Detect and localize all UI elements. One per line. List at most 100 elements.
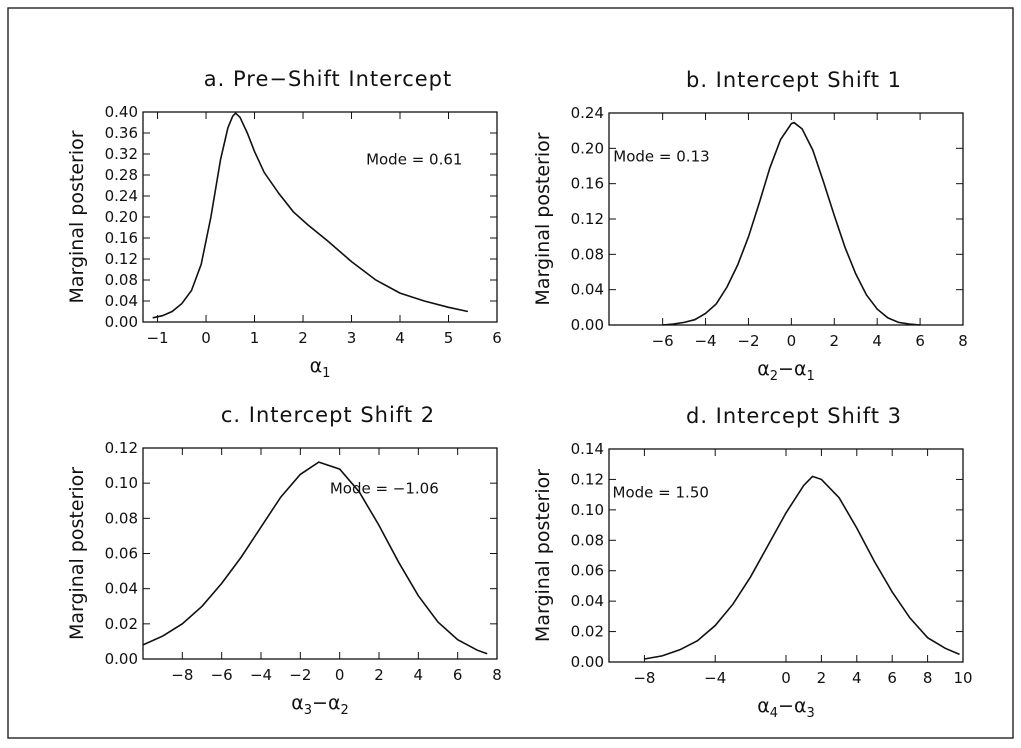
posterior-curve-0 xyxy=(644,475,960,660)
chart-panel-3: d. Intercept Shift 3 0.00 0.02 0.04 0.06 0.08… xyxy=(532,404,973,721)
y-tick-label: 0.12 xyxy=(571,470,604,488)
y-tick-label: 0.06 xyxy=(571,562,604,580)
x-axis-label-tail-subscript: 2 xyxy=(340,703,348,718)
y-tick-label: 0.40 xyxy=(105,103,138,121)
chart-title: d. Intercept Shift 3 xyxy=(686,404,902,428)
y-tick-label: 0.04 xyxy=(105,580,138,598)
x-tick-label: −4 xyxy=(694,332,716,350)
x-tick-label: 8 xyxy=(492,666,502,684)
chart-panel-1: b. Intercept Shift 1 0.00 0.04 0.08 0.12 0.16… xyxy=(532,68,968,384)
plot-frame xyxy=(608,112,964,326)
posterior-curve-0 xyxy=(662,121,921,326)
y-tick-label: 0.20 xyxy=(105,208,138,226)
y-tick-label: 0.10 xyxy=(105,474,138,492)
y-tick-label: 0.00 xyxy=(105,650,138,668)
y-tick-label: 0.08 xyxy=(571,245,604,263)
y-tick-label: 0.04 xyxy=(105,292,138,310)
x-axis-label-subscript: 4 xyxy=(770,706,778,721)
x-tick-label: 1 xyxy=(250,329,260,347)
y-tick-label: 0.28 xyxy=(105,166,138,184)
y-tick-label: 0.04 xyxy=(571,592,604,610)
x-tick-label: −6 xyxy=(211,666,233,684)
y-tick-label: 0.36 xyxy=(105,124,138,142)
x-axis-label-tail: −α xyxy=(312,692,340,714)
y-tick-label: 0.12 xyxy=(571,210,604,228)
y-tick-label: 0.12 xyxy=(105,439,138,457)
mode-annotation: Mode = 1.50 xyxy=(613,484,709,502)
y-tick-label: 0.14 xyxy=(571,440,604,458)
mode-annotation: Mode = 0.13 xyxy=(613,148,709,166)
y-tick-label: 0.16 xyxy=(571,175,604,193)
x-axis-label-symbol: α xyxy=(757,695,770,717)
x-tick-label: 10 xyxy=(953,669,972,687)
x-tick-label: 4 xyxy=(872,332,882,350)
x-axis-label-tail: −α xyxy=(778,358,806,380)
plots-container: a. Pre−Shift Intercept 0.00 0.04 0.08 0.12 0.… xyxy=(66,67,973,721)
chart-title: b. Intercept Shift 1 xyxy=(686,68,902,92)
x-tick-label: 2 xyxy=(829,332,839,350)
x-tick-label: 4 xyxy=(395,329,405,347)
y-axis-label: Marginal posterior xyxy=(66,130,88,303)
x-tick-label: 0 xyxy=(781,669,791,687)
x-tick-label: 3 xyxy=(347,329,357,347)
x-tick-label: 4 xyxy=(414,666,424,684)
x-tick-label: −6 xyxy=(652,332,674,350)
x-axis-label-subscript: 1 xyxy=(322,366,330,381)
posterior-curve-0 xyxy=(142,461,488,655)
y-axis-label: Marginal posterior xyxy=(532,469,554,642)
x-axis-label: α3−α2 xyxy=(291,692,349,718)
mode-annotation: Mode = −1.06 xyxy=(330,480,439,498)
x-axis-label-tail-subscript: 1 xyxy=(806,369,814,384)
y-tick-label: 0.32 xyxy=(105,145,138,163)
x-axis-label-symbol: α xyxy=(291,692,304,714)
x-tick-label: 8 xyxy=(958,332,968,350)
x-tick-label: 8 xyxy=(923,669,933,687)
y-tick-label: 0.08 xyxy=(105,271,138,289)
y-tick-label: 0.00 xyxy=(571,653,604,671)
x-axis-label-tail: −α xyxy=(778,695,806,717)
x-tick-label: 6 xyxy=(887,669,897,687)
y-tick-label: 0.24 xyxy=(105,187,138,205)
figure-border xyxy=(7,7,1014,739)
y-tick-label: 0.12 xyxy=(105,250,138,268)
x-tick-label: −1 xyxy=(146,329,168,347)
x-axis-label-tail-subscript: 3 xyxy=(806,706,814,721)
plot-frame xyxy=(608,448,964,663)
x-tick-label: −8 xyxy=(171,666,193,684)
chart-title: c. Intercept Shift 2 xyxy=(221,403,435,427)
x-tick-label: 2 xyxy=(298,329,308,347)
y-tick-label: 0.00 xyxy=(571,316,604,334)
x-tick-label: −4 xyxy=(250,666,272,684)
x-tick-label: 5 xyxy=(444,329,454,347)
x-axis-label: α1 xyxy=(310,355,331,381)
y-tick-label: 0.08 xyxy=(105,509,138,527)
y-tick-label: 0.00 xyxy=(105,313,138,331)
y-tick-label: 0.20 xyxy=(571,139,604,157)
x-tick-label: 6 xyxy=(492,329,502,347)
x-tick-label: −8 xyxy=(633,669,655,687)
x-tick-label: −2 xyxy=(289,666,311,684)
x-tick-label: 6 xyxy=(453,666,463,684)
x-tick-label: 2 xyxy=(817,669,827,687)
x-axis-label-symbol: α xyxy=(310,355,323,377)
chart-panel-0: a. Pre−Shift Intercept 0.00 0.04 0.08 0.12 0.… xyxy=(66,67,502,381)
x-tick-label: 0 xyxy=(787,332,797,350)
x-tick-label: 6 xyxy=(915,332,925,350)
plot-frame xyxy=(142,111,498,323)
y-tick-label: 0.02 xyxy=(105,615,138,633)
chart-panel-2: c. Intercept Shift 2 0.00 0.02 0.04 0.06 0.08… xyxy=(66,403,502,718)
chart-title: a. Pre−Shift Intercept xyxy=(204,67,452,91)
posterior-curve-0 xyxy=(152,111,469,319)
x-axis-label-subscript: 2 xyxy=(770,369,778,384)
y-tick-label: 0.04 xyxy=(571,281,604,299)
y-axis-label: Marginal posterior xyxy=(66,467,88,640)
x-tick-label: 4 xyxy=(852,669,862,687)
y-tick-label: 0.24 xyxy=(571,104,604,122)
x-tick-label: 0 xyxy=(201,329,211,347)
y-tick-label: 0.02 xyxy=(571,623,604,641)
y-axis-label: Marginal posterior xyxy=(532,132,554,305)
y-tick-label: 0.10 xyxy=(571,501,604,519)
x-tick-label: −2 xyxy=(737,332,759,350)
x-axis-label: α2−α1 xyxy=(757,358,815,384)
